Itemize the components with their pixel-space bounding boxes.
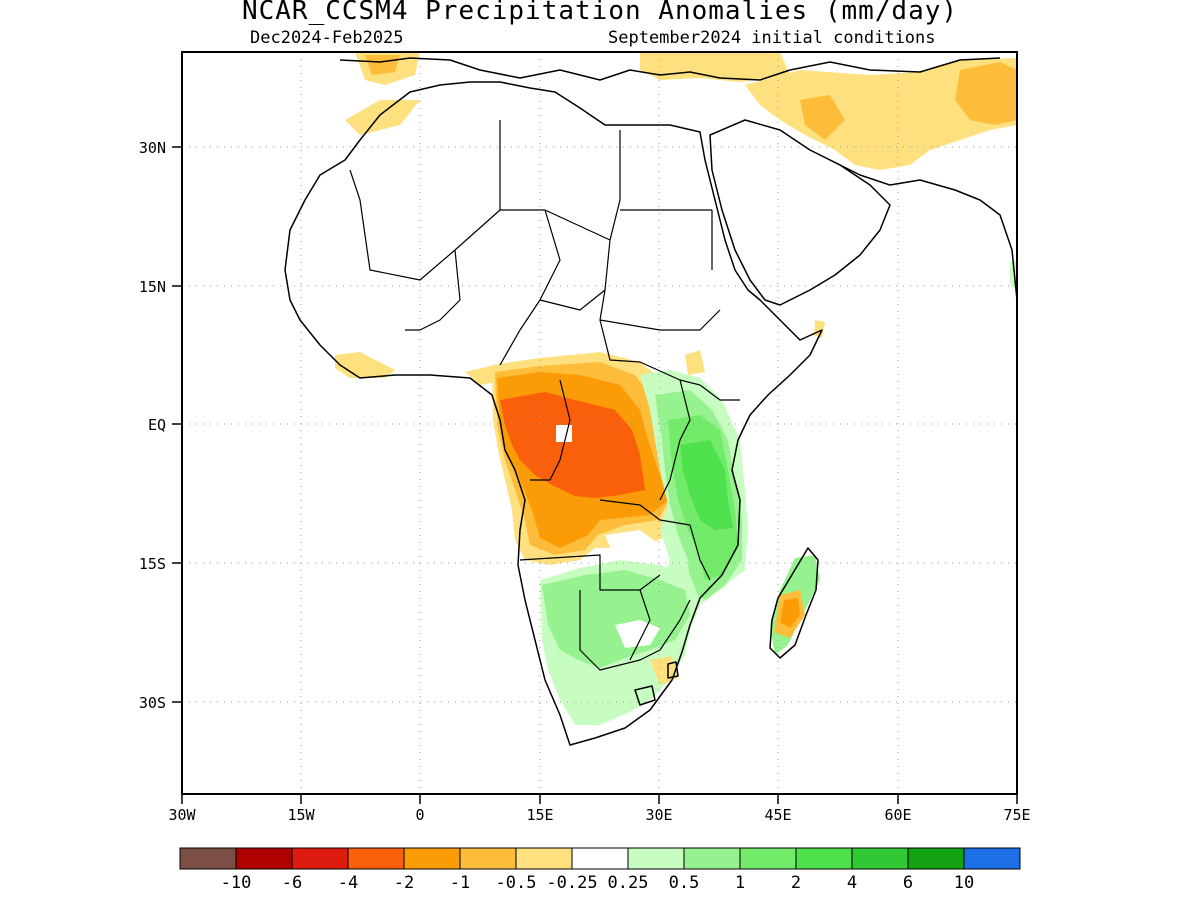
colorbar-swatch: [347, 847, 405, 870]
arabia-outline: [709, 119, 891, 306]
colorbar-swatch: [795, 847, 853, 870]
west-africa-coast-dry: [335, 320, 825, 385]
lon-tick-labels: 30W 15W 0 15E 30E 45E 60E 75E: [168, 806, 1030, 824]
congo-basin-dry-core: [500, 392, 645, 498]
lat-tick-labels: 30N 15N EQ 15S 30S: [139, 139, 166, 712]
colorbar-swatch: [515, 847, 573, 870]
anomaly-shading: [335, 52, 1017, 725]
congo-white-gap: [556, 425, 572, 442]
madagascar-dry-core: [780, 598, 800, 628]
lon-label-15w: 15W: [287, 806, 315, 824]
lat-label-30n: 30N: [139, 139, 166, 157]
swaziland-outline: [667, 661, 679, 679]
colorbar-swatch: [739, 847, 797, 870]
initial-conditions-subtitle: September2024 initial conditions: [608, 28, 936, 48]
colorbar-label: -0.5: [496, 873, 537, 893]
tick-marks: [172, 146, 1018, 804]
colorbar-swatch: [571, 847, 629, 870]
coastlines: [284, 57, 1017, 746]
lat-label-15s: 15S: [139, 555, 166, 573]
lat-label-eq: EQ: [148, 416, 166, 434]
colorbar-label: -0.25: [546, 873, 597, 893]
east-africa-wet-core: [680, 440, 733, 530]
colorbar-swatch: [907, 847, 965, 870]
lon-label-45e: 45E: [764, 806, 791, 824]
country-borders: [349, 120, 740, 671]
colorbar-swatch: [683, 847, 741, 870]
colorbar-swatch: [627, 847, 685, 870]
lon-label-60e: 60E: [884, 806, 911, 824]
colorbar-label: 1: [735, 873, 745, 893]
lon-label-30e: 30E: [645, 806, 672, 824]
zambia-white: [605, 530, 660, 555]
colorbar-swatch: [235, 847, 293, 870]
colorbar-label: 10: [954, 873, 974, 893]
lat-label-15n: 15N: [139, 278, 166, 296]
colorbar-swatch: [403, 847, 461, 870]
lon-label-30w: 30W: [168, 806, 196, 824]
middle-east-dry-core: [955, 62, 1017, 125]
colorbar-label: 0.25: [608, 873, 649, 893]
mediterranean-dry: [345, 52, 790, 135]
colorbar-label: -2: [394, 873, 414, 893]
colorbar-swatch: [179, 847, 237, 870]
lon-label-15e: 15E: [526, 806, 553, 824]
europe-coast: [339, 57, 1001, 81]
colorbar-label: 4: [847, 873, 857, 893]
iran-dry-core: [800, 95, 845, 140]
lat-label-30s: 30S: [139, 694, 166, 712]
persian-gulf-outline: [829, 159, 1017, 301]
colorbar-swatch: [963, 847, 1021, 870]
colorbar-label: -6: [282, 873, 302, 893]
southern-africa-white: [615, 620, 660, 648]
lon-label-75e: 75E: [1003, 806, 1030, 824]
colorbar-label: 0.5: [669, 873, 700, 893]
plot-frame: [181, 51, 1018, 795]
southern-africa-wet-mid: [542, 570, 690, 668]
colorbar-label: -1: [450, 873, 470, 893]
lon-label-0: 0: [415, 806, 424, 824]
colorbar-label: 2: [791, 873, 801, 893]
map-grid: [182, 52, 1017, 794]
colorbar-swatch: [851, 847, 909, 870]
season-subtitle: Dec2024-Feb2025: [250, 28, 404, 48]
colorbar-swatch: [459, 847, 517, 870]
plot-title: NCAR_CCSM4 Precipitation Anomalies (mm/d…: [241, 0, 959, 26]
colorbar-swatch: [291, 847, 349, 870]
middle-east-dry-region: [745, 58, 1017, 170]
colorbar: -10 -6 -4 -2 -1 -0.5 -0.25 0.25 0.5 1 2 4 6 10: [179, 847, 1021, 893]
colorbar-label: -10: [221, 873, 252, 893]
madagascar-outline: [769, 547, 819, 659]
colorbar-label: 6: [903, 873, 913, 893]
colorbar-label: -4: [338, 873, 358, 893]
lesotho-outline: [634, 685, 656, 706]
